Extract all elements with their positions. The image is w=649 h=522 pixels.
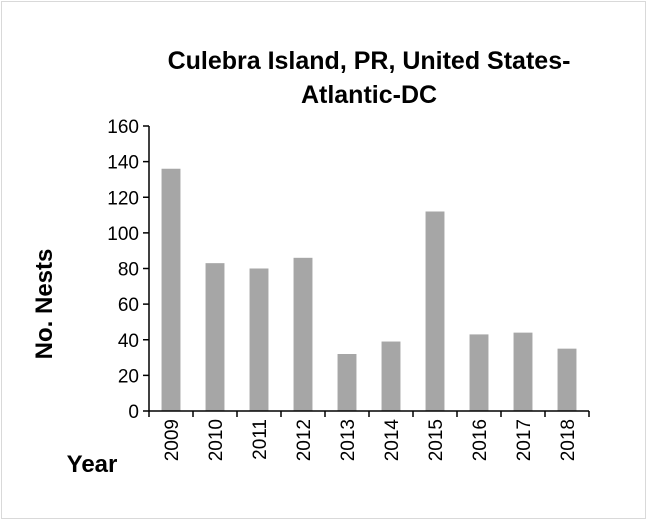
bar-2012 <box>293 257 313 411</box>
bar-2018 <box>557 348 577 411</box>
x-tick-label: 2010 <box>206 419 227 461</box>
chart-title-line-1: Culebra Island, PR, United States- <box>168 47 571 75</box>
x-ticks-layer: 2009 2010 2011 2012 2013 2014 2015 2016 2017 2018 <box>148 411 590 462</box>
bar-2014 <box>381 341 401 411</box>
x-tick-label: 2016 <box>470 419 491 461</box>
y-tick-label: 80 <box>118 260 139 281</box>
x-tick-label: 2009 <box>162 419 183 461</box>
x-tick-label: 2017 <box>514 419 535 461</box>
y-tick-label: 60 <box>118 295 139 316</box>
bar-2010 <box>205 263 225 411</box>
y-tick-label: 100 <box>107 224 139 245</box>
x-tick-label: 2012 <box>294 419 315 461</box>
x-tick-label: 2014 <box>382 419 403 462</box>
bar-2013 <box>337 354 357 411</box>
y-tick-label: 120 <box>107 188 139 209</box>
x-tick-label: 2011 <box>250 419 271 460</box>
y-tick-label: 160 <box>107 117 139 138</box>
bar-2016 <box>469 334 489 411</box>
x-axis-title: Year <box>67 451 118 478</box>
chart-title-line-2: Atlantic-DC <box>301 81 437 109</box>
y-tick-label: 40 <box>118 331 139 352</box>
bar-2009 <box>161 168 181 411</box>
x-tick-label: 2018 <box>558 419 579 461</box>
x-tick-label: 2015 <box>426 419 447 461</box>
bars-layer <box>161 168 577 411</box>
bar-2015 <box>425 211 445 411</box>
x-tick-label: 2013 <box>338 419 359 461</box>
bar-2011 <box>249 268 269 411</box>
bar-2017 <box>513 332 533 411</box>
y-ticks-layer: 0 20 40 60 80 100 120 140 160 <box>107 117 149 423</box>
y-axis-title: No. Nests <box>31 249 58 360</box>
y-tick-label: 20 <box>118 366 139 387</box>
y-tick-label: 140 <box>107 153 139 174</box>
y-tick-label: 0 <box>128 402 139 423</box>
